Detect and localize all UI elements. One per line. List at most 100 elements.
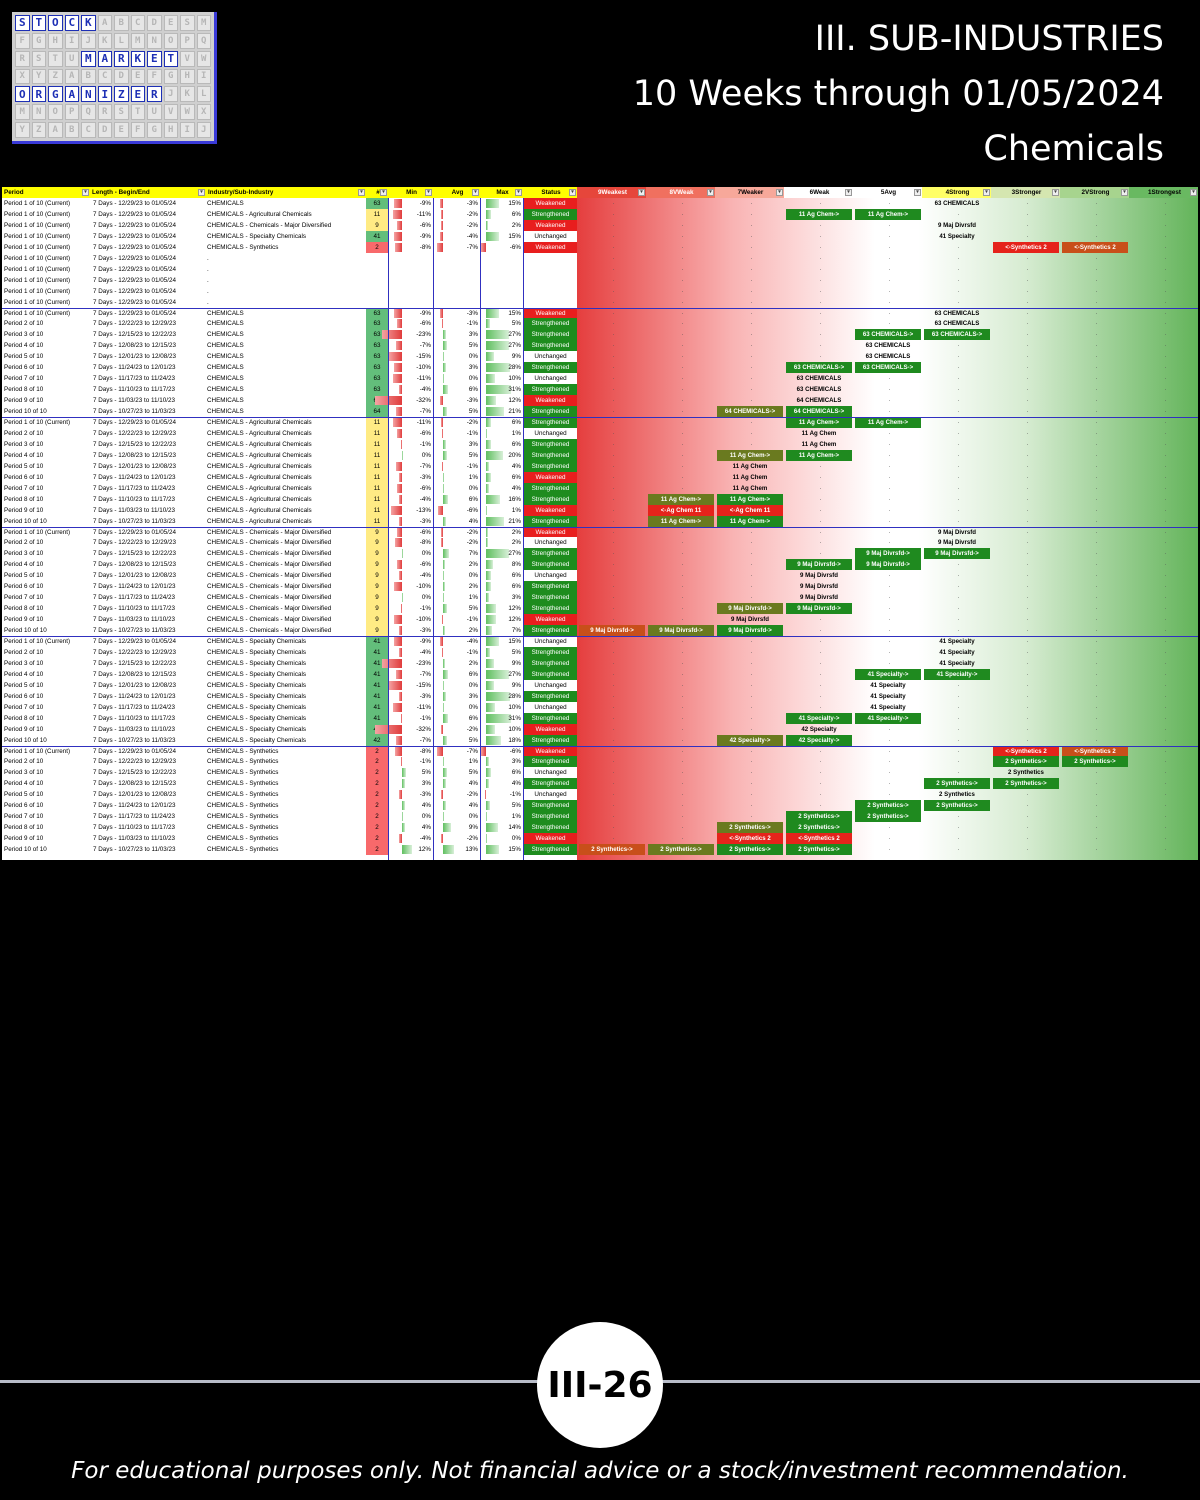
col-header-c7[interactable]: 7Weaker ▾ <box>715 187 784 198</box>
empty-cell-dot: . <box>681 747 684 754</box>
col-header-status[interactable]: Status ▾ <box>523 187 577 198</box>
empty-cell-dot: . <box>819 703 822 710</box>
empty-cell-dot: . <box>612 309 615 316</box>
filter-dropdown-icon[interactable]: ▾ <box>569 189 576 196</box>
cell-mx: -1% <box>509 791 521 799</box>
col-header-label: 6Weak <box>809 189 830 196</box>
cell-mx: 10% <box>508 375 521 383</box>
col-header-period[interactable]: Period ▾ <box>2 187 90 198</box>
filter-dropdown-icon[interactable]: ▾ <box>1052 189 1059 196</box>
empty-cell-dot: . <box>1026 791 1029 798</box>
cell-p: Period 2 of 10 <box>4 320 44 328</box>
col-header-c1[interactable]: 1Strongest ▾ <box>1129 187 1198 198</box>
col-header-num[interactable]: # ▾ <box>366 187 388 198</box>
filter-dropdown-icon[interactable]: ▾ <box>358 189 365 196</box>
col-header-c2[interactable]: 2VStrong ▾ <box>1060 187 1129 198</box>
cell-s: Weakened <box>524 307 577 319</box>
value-bar <box>382 330 402 340</box>
cell-i: CHEMICALS - Chemicals - Major Diversifie… <box>207 594 332 602</box>
value-bar <box>402 845 413 855</box>
filter-dropdown-icon[interactable]: ▾ <box>425 189 432 196</box>
cell-s: Strengthened <box>524 493 577 505</box>
empty-cell-dot: . <box>612 287 615 294</box>
empty-cell-dot: . <box>612 408 615 415</box>
value-bar <box>486 812 487 822</box>
filter-dropdown-icon[interactable]: ▾ <box>1190 189 1197 196</box>
empty-cell-dot: . <box>1095 375 1098 382</box>
cell-mx: 12% <box>508 397 521 405</box>
col-header-length[interactable]: Length - Begin/End ▾ <box>90 187 206 198</box>
cell-i: CHEMICALS <box>207 320 244 328</box>
value-bar <box>443 779 447 789</box>
value-bar <box>402 768 407 778</box>
cell-s: Strengthened <box>524 438 577 450</box>
value-bar <box>437 505 443 515</box>
filter-dropdown-icon[interactable]: ▾ <box>472 189 479 196</box>
logo-cell: L <box>196 86 211 103</box>
disclaimer: For educational purposes only. Not finan… <box>71 1458 1129 1484</box>
col-header-c6[interactable]: 6Weak ▾ <box>784 187 853 198</box>
empty-cell-dot: . <box>888 594 891 601</box>
empty-cell-dot: . <box>750 473 753 480</box>
filter-dropdown-icon[interactable]: ▾ <box>776 189 783 196</box>
col-header-industry[interactable]: Industry/Sub-Industry ▾ <box>206 187 366 198</box>
cell-s: Strengthened <box>524 822 577 834</box>
logo-cell: A <box>97 15 112 31</box>
cell-mn <box>388 297 431 308</box>
empty-cell-dot: . <box>957 747 960 754</box>
cell-mx: 5% <box>511 648 521 656</box>
col-header-c3[interactable]: 3Stronger ▾ <box>991 187 1060 198</box>
empty-cell-dot: . <box>1164 484 1167 491</box>
filter-dropdown-icon[interactable]: ▾ <box>1121 189 1128 196</box>
filter-dropdown-icon[interactable]: ▾ <box>380 189 387 196</box>
cell-n <box>366 297 388 308</box>
cell-n: 11 <box>366 460 388 472</box>
empty-cell-dot: . <box>1164 309 1167 316</box>
empty-cell-dot: . <box>750 397 753 404</box>
empty-cell-dot: . <box>1095 736 1098 743</box>
filter-dropdown-icon[interactable]: ▾ <box>914 189 921 196</box>
table-row: Period 7 of 10 7 Days - 11/17/23 to 11/24… <box>2 373 1198 385</box>
cell-mx: 27% <box>508 550 521 558</box>
filter-dropdown-icon[interactable]: ▾ <box>82 189 89 196</box>
cell-p: Period 7 of 10 <box>4 703 44 711</box>
logo-cell: M <box>81 50 96 67</box>
cell-i: CHEMICALS - Chemicals - Major Diversifie… <box>207 550 332 558</box>
col-header-c9[interactable]: 9Weakest ▾ <box>577 187 646 198</box>
logo-cell: H <box>48 32 63 49</box>
cell-s: Unchanged <box>524 570 577 582</box>
filter-dropdown-icon[interactable]: ▾ <box>845 189 852 196</box>
cell-av: -4% <box>466 232 478 240</box>
filter-dropdown-icon[interactable]: ▾ <box>198 189 205 196</box>
rank-tag: 11 Ag Chem-> <box>648 515 714 527</box>
rank-tag: 9 Maj Divrsfd-> <box>717 603 783 615</box>
empty-cell-dot: . <box>612 375 615 382</box>
cell-i: CHEMICALS - Synthetics <box>207 769 279 777</box>
filter-dropdown-icon[interactable]: ▾ <box>983 189 990 196</box>
empty-cell-dot: . <box>957 309 960 316</box>
col-header-c5[interactable]: 5Avg ▾ <box>853 187 922 198</box>
col-header-min[interactable]: Min ▾ <box>388 187 433 198</box>
col-header-c4[interactable]: 4Strong ▾ <box>922 187 991 198</box>
cell-av: -7% <box>466 747 478 755</box>
cell-l: 7 Days - 12/29/23 to 01/05/24 <box>93 243 176 251</box>
filter-dropdown-icon[interactable]: ▾ <box>638 189 645 196</box>
filter-dropdown-icon[interactable]: ▾ <box>515 189 522 196</box>
logo-cell: E <box>130 68 145 85</box>
cell-mn: -11% <box>416 703 431 711</box>
empty-cell-dot: . <box>612 791 615 798</box>
value-bar <box>443 669 449 679</box>
cell-mn: -9% <box>419 200 431 207</box>
rank-tag: 2 Synthetics-> <box>993 756 1059 768</box>
empty-cell-dot: . <box>681 386 684 393</box>
col-header-max[interactable]: Max ▾ <box>480 187 523 198</box>
filter-dropdown-icon[interactable]: ▾ <box>707 189 714 196</box>
cell-i: CHEMICALS - Agricultural Chemicals <box>207 495 312 503</box>
table-row: Period 7 of 10 7 Days - 11/17/23 to 11/24… <box>2 701 1198 713</box>
rank-tag: 9 Maj Divrsfd <box>938 528 976 536</box>
col-header-c8[interactable]: 8VWeak ▾ <box>646 187 715 198</box>
empty-cell-dot: . <box>681 648 684 655</box>
col-header-avg[interactable]: Avg ▾ <box>433 187 480 198</box>
cell-i: CHEMICALS <box>207 397 244 405</box>
empty-cell-dot: . <box>1164 375 1167 382</box>
